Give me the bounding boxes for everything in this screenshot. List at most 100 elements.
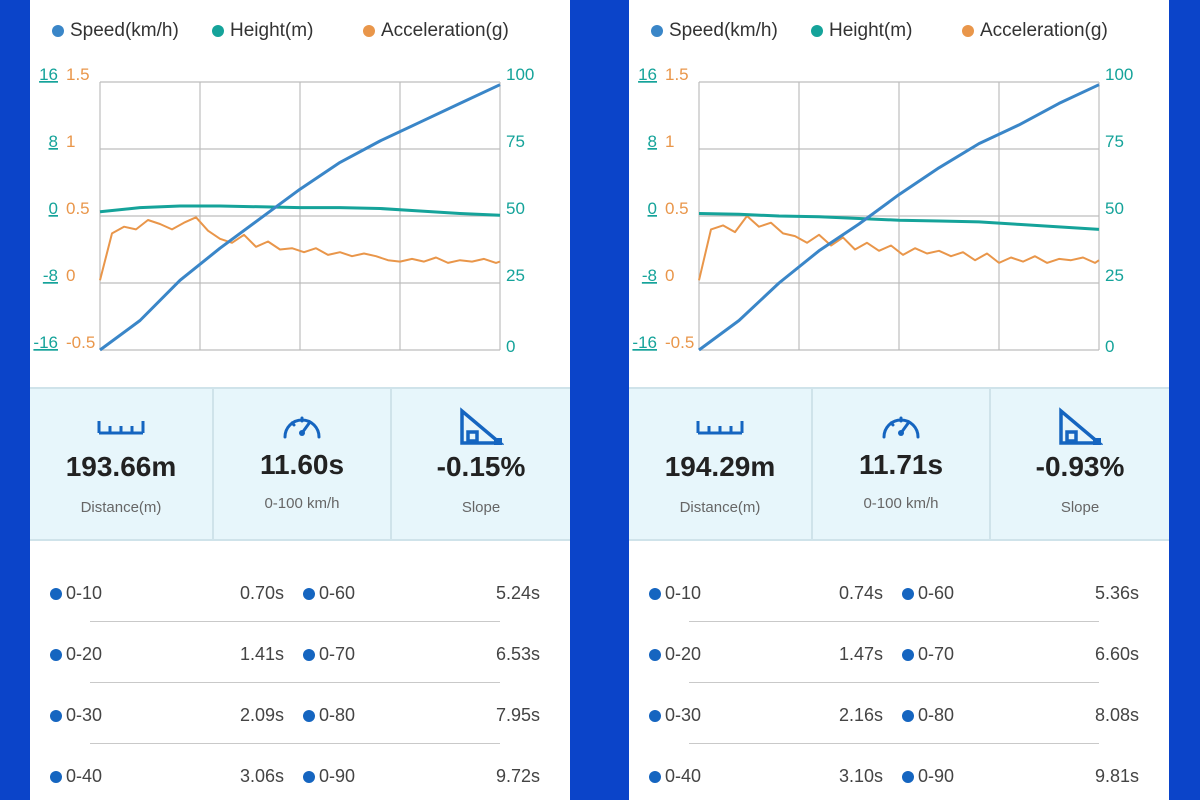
legend-speed[interactable]: Speed(km/h) [52, 20, 179, 42]
speed-height-acceleration-chart[interactable]: 16 1.5 100 8 1 75 0 0.5 50 -8 0 25 -16 -0.5 0 [629, 62, 1169, 367]
split-value-a: 1.47s [838, 644, 883, 664]
split-label-b: 0-70 [303, 644, 355, 665]
height-axis-tick-label: 16 [638, 65, 657, 84]
acceleration-axis-tick-label: 0.5 [66, 199, 90, 218]
acceleration-axis-tick-label: 1 [66, 132, 75, 151]
speed-dot-icon [52, 25, 64, 37]
legend-acceleration-label: Acceleration(g) [980, 20, 1108, 41]
legend-height[interactable]: Height(m) [212, 20, 313, 42]
split-row: 0-10 0.74s 0-60 5.36s [629, 552, 1169, 622]
split-dot-icon [303, 709, 315, 722]
split-label-a: 0-20 [50, 644, 102, 665]
stat-divider [989, 389, 991, 539]
split-label-b-text: 0-60 [319, 583, 356, 603]
row-divider [689, 743, 1099, 744]
legend-height[interactable]: Height(m) [811, 20, 912, 42]
height-axis-tick-label: 16 [39, 65, 58, 84]
acceleration-time-value: 11.60s [259, 449, 345, 480]
split-dot-icon [649, 709, 661, 722]
split-label-a: 0-30 [649, 705, 701, 726]
split-value-a: 0.70s [239, 583, 284, 603]
speed-axis-tick-label: 25 [506, 266, 525, 285]
split-label-b: 0-80 [902, 705, 954, 726]
split-label-b-text: 0-90 [319, 766, 356, 786]
split-label-b-text: 0-80 [918, 705, 955, 725]
speed-axis-tick-label: 50 [506, 199, 525, 218]
speed-axis-tick-label: 0 [506, 337, 515, 356]
split-value-a: 2.16s [838, 705, 883, 725]
split-dot-icon [303, 648, 315, 661]
speed-axis-tick-label: 0 [1105, 337, 1114, 356]
distance-stat: 193.66m Distance(m) [30, 389, 212, 539]
split-label-a-text: 0-20 [665, 644, 702, 664]
split-dot-icon [902, 648, 914, 661]
acceleration-series-line [698, 215, 1100, 281]
row-divider [689, 621, 1099, 622]
stats-bar: 194.29m Distance(m) 11.71s 0-100 km/h -0… [629, 387, 1169, 541]
legend-height-label: Height(m) [829, 20, 913, 41]
slope-label: Slope [1060, 499, 1100, 516]
split-row: 0-30 2.16s 0-80 8.08s [629, 674, 1169, 744]
split-label-b-text: 0-60 [918, 583, 955, 603]
chart-legend: Speed(km/h) Height(m) Acceleration(g) [30, 0, 570, 62]
acceleration-axis-tick-label: -0.5 [66, 333, 95, 352]
distance-label: Distance(m) [80, 499, 162, 516]
height-series-line [698, 212, 1100, 231]
slope-label: Slope [461, 499, 501, 516]
split-value-a: 3.10s [838, 766, 883, 786]
split-label-a: 0-30 [50, 705, 102, 726]
split-label-a: 0-20 [649, 644, 701, 665]
speed-axis-tick-label: 50 [1105, 199, 1124, 218]
split-value-a: 2.09s [239, 705, 284, 725]
split-label-a-text: 0-10 [66, 583, 103, 603]
distance-label: Distance(m) [679, 499, 761, 516]
acceleration-axis-tick-label: 0.5 [665, 199, 689, 218]
split-label-a-text: 0-20 [66, 644, 103, 664]
split-dot-icon [649, 587, 661, 600]
row-divider [689, 682, 1099, 683]
time-stat: 11.60s 0-100 km/h [214, 389, 390, 539]
split-dot-icon [902, 770, 914, 783]
legend-acceleration[interactable]: Acceleration(g) [363, 20, 509, 42]
ruler-icon [30, 407, 212, 447]
height-axis-tick-label: 0 [648, 199, 657, 218]
speedometer-icon [214, 407, 390, 447]
legend-acceleration[interactable]: Acceleration(g) [962, 20, 1108, 42]
split-value-b: 5.24s [495, 583, 540, 603]
split-label-a-text: 0-40 [66, 766, 103, 786]
split-dot-icon [649, 648, 661, 661]
speed-height-acceleration-chart[interactable]: 16 1.5 100 8 1 75 0 0.5 50 -8 0 25 -16 -0.5 0 [30, 62, 570, 367]
split-value-b: 6.53s [495, 644, 540, 664]
height-axis-tick-label: -8 [43, 266, 58, 285]
speed-series-line [99, 83, 501, 352]
split-label-b: 0-90 [303, 766, 355, 787]
split-label-a: 0-40 [50, 766, 102, 787]
split-row: 0-40 3.10s 0-90 9.81s [629, 735, 1169, 796]
split-label-a-text: 0-10 [665, 583, 702, 603]
speed-axis-tick-label: 75 [1105, 132, 1124, 151]
split-dot-icon [303, 587, 315, 600]
slope-value: -0.15% [436, 451, 526, 482]
legend-acceleration-label: Acceleration(g) [381, 20, 509, 41]
acceleration-time-label: 0-100 km/h [863, 495, 939, 512]
acceleration-time-label: 0-100 km/h [264, 495, 340, 512]
distance-stat: 194.29m Distance(m) [629, 389, 811, 539]
legend-speed[interactable]: Speed(km/h) [651, 20, 778, 42]
split-value-b: 9.72s [495, 766, 540, 786]
split-label-b-text: 0-80 [319, 705, 356, 725]
speed-axis-tick-label: 25 [1105, 266, 1124, 285]
split-label-a: 0-10 [50, 583, 102, 604]
split-label-b-text: 0-70 [918, 644, 955, 664]
speed-series-line [698, 83, 1100, 352]
slope-icon [991, 407, 1169, 447]
split-label-b-text: 0-70 [319, 644, 356, 664]
acceleration-axis-tick-label: 1.5 [66, 65, 90, 84]
height-series-line [99, 204, 501, 217]
ruler-icon [629, 407, 811, 447]
split-dot-icon [50, 648, 62, 661]
split-dot-icon [50, 587, 62, 600]
split-label-b-text: 0-90 [918, 766, 955, 786]
legend-height-label: Height(m) [230, 20, 314, 41]
acceleration-time-value: 11.71s [858, 449, 944, 480]
height-axis-tick-label: 0 [49, 199, 58, 218]
